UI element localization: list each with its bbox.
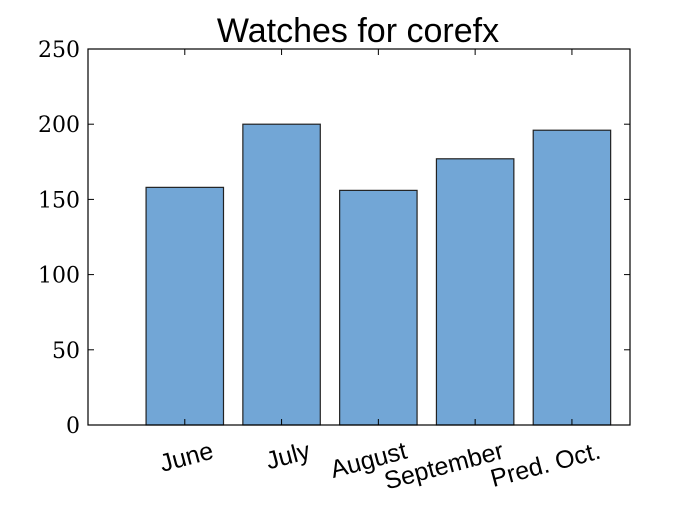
bar xyxy=(532,129,612,426)
bar xyxy=(145,186,225,426)
bar xyxy=(435,158,515,426)
chart-title: Watches for corefx xyxy=(217,12,499,50)
bar xyxy=(339,189,418,426)
bar xyxy=(242,123,321,426)
y-tick-label: 100 xyxy=(38,264,80,289)
plot-frame xyxy=(87,48,631,426)
x-tick-label: June xyxy=(157,437,217,478)
x-tick-label: July xyxy=(263,437,314,476)
y-tick-label: 250 xyxy=(38,38,80,63)
y-tick-label: 200 xyxy=(38,113,80,138)
y-tick-label: 50 xyxy=(52,339,80,364)
y-tick-label: 0 xyxy=(66,414,80,439)
y-tick-label: 150 xyxy=(38,188,80,213)
x-tick-label: Pred. Oct. xyxy=(488,437,604,493)
